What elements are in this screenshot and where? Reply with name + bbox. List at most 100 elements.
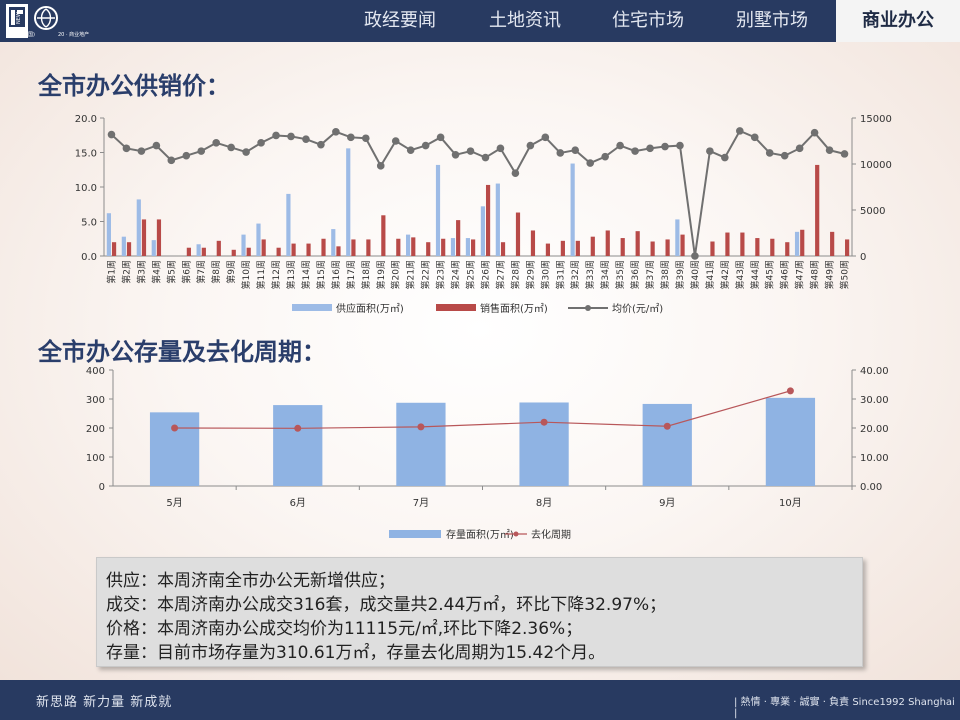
price-point	[556, 149, 565, 157]
x-tick-label: 第29周	[524, 260, 536, 289]
x-tick-label: 第48周	[809, 260, 821, 289]
sales-bar	[351, 239, 356, 256]
summary-line-supply: 供应：本周济南全市办公无新增供应；	[106, 571, 395, 591]
price-point	[541, 133, 550, 142]
price-point	[227, 143, 235, 152]
cycle-line	[174, 390, 791, 429]
x-tick-label: 第39周	[674, 260, 686, 289]
x-tick-label: 第49周	[824, 260, 836, 289]
x-tick-label: 第25周	[465, 260, 477, 289]
price-point	[122, 144, 131, 153]
sales-bar	[530, 230, 536, 256]
price-point	[212, 139, 220, 147]
supply-bar	[480, 206, 485, 256]
price-point	[661, 142, 669, 151]
nav-item-villa[interactable]: 别墅市场	[736, 10, 808, 31]
section-title-supply-sales-price: 全市办公供销价：	[38, 72, 230, 100]
x-tick-label: 第33周	[584, 260, 596, 289]
summary-line-stock: 存量：目前市场存量为310.61万㎡，存量去化周期为15.42个月。	[106, 643, 606, 663]
x-tick-label: 第2周	[120, 260, 132, 284]
legend-label-stock: 存量面积(万㎡)	[446, 528, 514, 541]
left-tick-label: 15.0	[75, 149, 97, 160]
supply-bar	[450, 238, 456, 256]
price-point	[347, 133, 355, 142]
x-tick-label: 第6周	[180, 260, 192, 284]
x-tick-label: 8月	[536, 497, 552, 509]
price-point	[362, 134, 370, 143]
price-point	[586, 159, 594, 167]
legend-swatch-sales	[436, 304, 476, 311]
top-nav-bar: NEW 新聚势(中国) 20 · 商业地产 政经要闻 土地资讯 住宅市场 别墅市…	[0, 0, 960, 42]
supply-bar	[346, 148, 351, 256]
price-point	[736, 127, 744, 135]
legend-marker-cycle	[513, 531, 519, 537]
right-tick-label: 20.00	[860, 424, 889, 435]
supply-bar	[570, 163, 575, 256]
price-point	[317, 140, 325, 149]
sales-bar	[306, 243, 311, 256]
cycle-point	[417, 423, 425, 431]
x-tick-label: 第19周	[375, 260, 387, 289]
sales-bar	[830, 231, 835, 256]
supply-bar	[196, 244, 201, 256]
price-point	[840, 150, 849, 158]
supply-bar	[405, 234, 411, 256]
price-point	[421, 141, 430, 150]
supply-bar	[331, 229, 336, 256]
sales-bar	[396, 238, 401, 256]
price-point	[332, 128, 340, 136]
x-tick-label: 第7周	[195, 260, 207, 284]
footer-slogan: 新思路 新力量 新成就	[36, 695, 173, 710]
supply-bar	[435, 164, 441, 256]
left-tick-label: 20.0	[75, 114, 97, 125]
nav-item-commercial-office[interactable]: 商业办公	[836, 0, 960, 42]
cycle-point	[540, 418, 548, 426]
price-point	[825, 146, 834, 154]
x-tick-label: 第4周	[150, 260, 162, 284]
nav-item-land-info[interactable]: 土地资讯	[489, 10, 561, 31]
summary-line-transaction: 成交：本周济南办公成交316套，成交量共2.44万㎡，环比下降32.97%；	[106, 595, 667, 615]
left-tick-label: 0	[99, 482, 105, 493]
sales-bar	[201, 247, 206, 256]
left-tick-label: 400	[86, 366, 105, 377]
price-point	[721, 153, 729, 162]
price-point	[272, 131, 280, 140]
sales-bar	[441, 238, 446, 256]
legend-swatch-supply	[292, 304, 332, 311]
x-tick-label: 第22周	[420, 260, 432, 289]
right-tick-label: 30.00	[860, 395, 889, 406]
nav-item-residential[interactable]: 住宅市场	[612, 10, 684, 31]
price-point	[601, 152, 609, 161]
price-point	[391, 137, 400, 145]
sales-bar	[336, 246, 341, 256]
sales-bar	[620, 238, 625, 256]
x-tick-label: 第28周	[509, 260, 521, 289]
legend-label-supply: 供应面积(万㎡)	[336, 302, 404, 315]
price-point	[406, 146, 415, 154]
price-point	[167, 156, 176, 165]
price-point	[107, 130, 116, 139]
sales-bar	[545, 243, 551, 256]
price-point	[810, 128, 819, 137]
x-tick-label: 第30周	[539, 260, 551, 289]
x-tick-label: 第10周	[240, 260, 252, 289]
x-tick-label: 第44周	[749, 260, 761, 289]
sales-bar	[276, 247, 281, 256]
price-point	[302, 135, 310, 143]
x-tick-label: 第35周	[614, 260, 626, 289]
left-tick-label: 0.0	[81, 252, 97, 263]
x-tick-label: 9月	[659, 497, 675, 509]
sales-bar	[770, 238, 775, 256]
x-tick-label: 第14周	[300, 260, 312, 289]
sales-bar	[111, 242, 117, 256]
price-point	[676, 141, 684, 150]
legend-label-price: 均价(元/㎡)	[612, 303, 663, 315]
x-tick-label: 第24周	[450, 260, 462, 289]
sales-bar	[515, 212, 521, 256]
nav-item-politics-economy[interactable]: 政经要闻	[364, 10, 436, 31]
supply-bar	[465, 238, 471, 256]
x-tick-label: 第16周	[330, 260, 342, 289]
sales-bar	[231, 249, 236, 256]
